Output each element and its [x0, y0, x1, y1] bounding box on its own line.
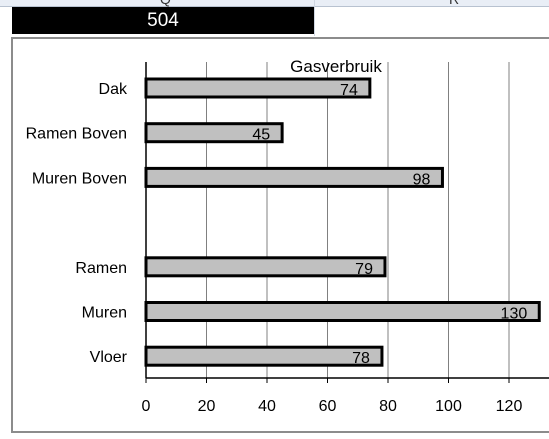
x-tick-label: 120: [496, 398, 523, 415]
data-label: 78: [352, 350, 370, 367]
category-label: Muren: [82, 305, 127, 322]
column-letter-r: R: [449, 0, 459, 7]
category-label: Vloer: [90, 349, 128, 366]
selected-cell[interactable]: 504: [12, 7, 314, 34]
data-label: 79: [355, 261, 373, 278]
data-label: 45: [252, 127, 270, 144]
bar: [144, 301, 541, 322]
data-label: 74: [340, 82, 358, 99]
category-label: Ramen Boven: [26, 126, 127, 143]
bar: [144, 256, 387, 278]
chart-frame[interactable]: [11, 37, 549, 433]
category-label: Dak: [99, 81, 128, 98]
category-label: Ramen: [75, 260, 127, 277]
x-tick-label: 80: [379, 398, 397, 415]
data-label: 130: [501, 306, 528, 323]
bar: [144, 166, 444, 188]
cell-value: 504: [147, 10, 179, 31]
data-label: 98: [413, 171, 431, 188]
bar: [144, 77, 372, 99]
column-header-strip: [0, 0, 549, 7]
chart-title: Gasverbruik: [290, 57, 382, 76]
bar: [144, 345, 384, 367]
category-label: Muren Boven: [32, 170, 127, 187]
x-tick-label: 20: [198, 398, 216, 415]
x-tick-label: 0: [142, 398, 151, 415]
x-tick-label: 100: [435, 398, 462, 415]
column-divider: [314, 0, 315, 36]
x-tick-label: 40: [258, 398, 276, 415]
column-letter-q: Q: [160, 0, 171, 7]
x-tick-label: 60: [319, 398, 337, 415]
spreadsheet-area: Q R 504: [0, 0, 549, 36]
